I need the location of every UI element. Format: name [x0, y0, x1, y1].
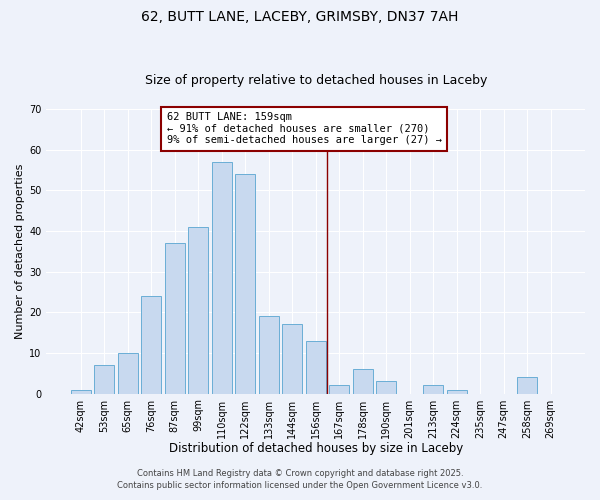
Bar	[423, 386, 443, 394]
Bar	[376, 382, 396, 394]
Bar	[118, 353, 138, 394]
Bar	[71, 390, 91, 394]
Text: 62 BUTT LANE: 159sqm
← 91% of detached houses are smaller (270)
9% of semi-detac: 62 BUTT LANE: 159sqm ← 91% of detached h…	[167, 112, 442, 146]
Bar	[212, 162, 232, 394]
Bar	[517, 378, 537, 394]
Bar	[94, 365, 115, 394]
Text: Contains HM Land Registry data © Crown copyright and database right 2025.
Contai: Contains HM Land Registry data © Crown c…	[118, 468, 482, 490]
Bar	[329, 386, 349, 394]
Text: 62, BUTT LANE, LACEBY, GRIMSBY, DN37 7AH: 62, BUTT LANE, LACEBY, GRIMSBY, DN37 7AH	[142, 10, 458, 24]
Bar	[282, 324, 302, 394]
Bar	[353, 369, 373, 394]
X-axis label: Distribution of detached houses by size in Laceby: Distribution of detached houses by size …	[169, 442, 463, 455]
Title: Size of property relative to detached houses in Laceby: Size of property relative to detached ho…	[145, 74, 487, 87]
Bar	[142, 296, 161, 394]
Bar	[446, 390, 467, 394]
Bar	[259, 316, 279, 394]
Bar	[306, 340, 326, 394]
Y-axis label: Number of detached properties: Number of detached properties	[15, 164, 25, 339]
Bar	[235, 174, 255, 394]
Bar	[165, 243, 185, 394]
Bar	[188, 227, 208, 394]
